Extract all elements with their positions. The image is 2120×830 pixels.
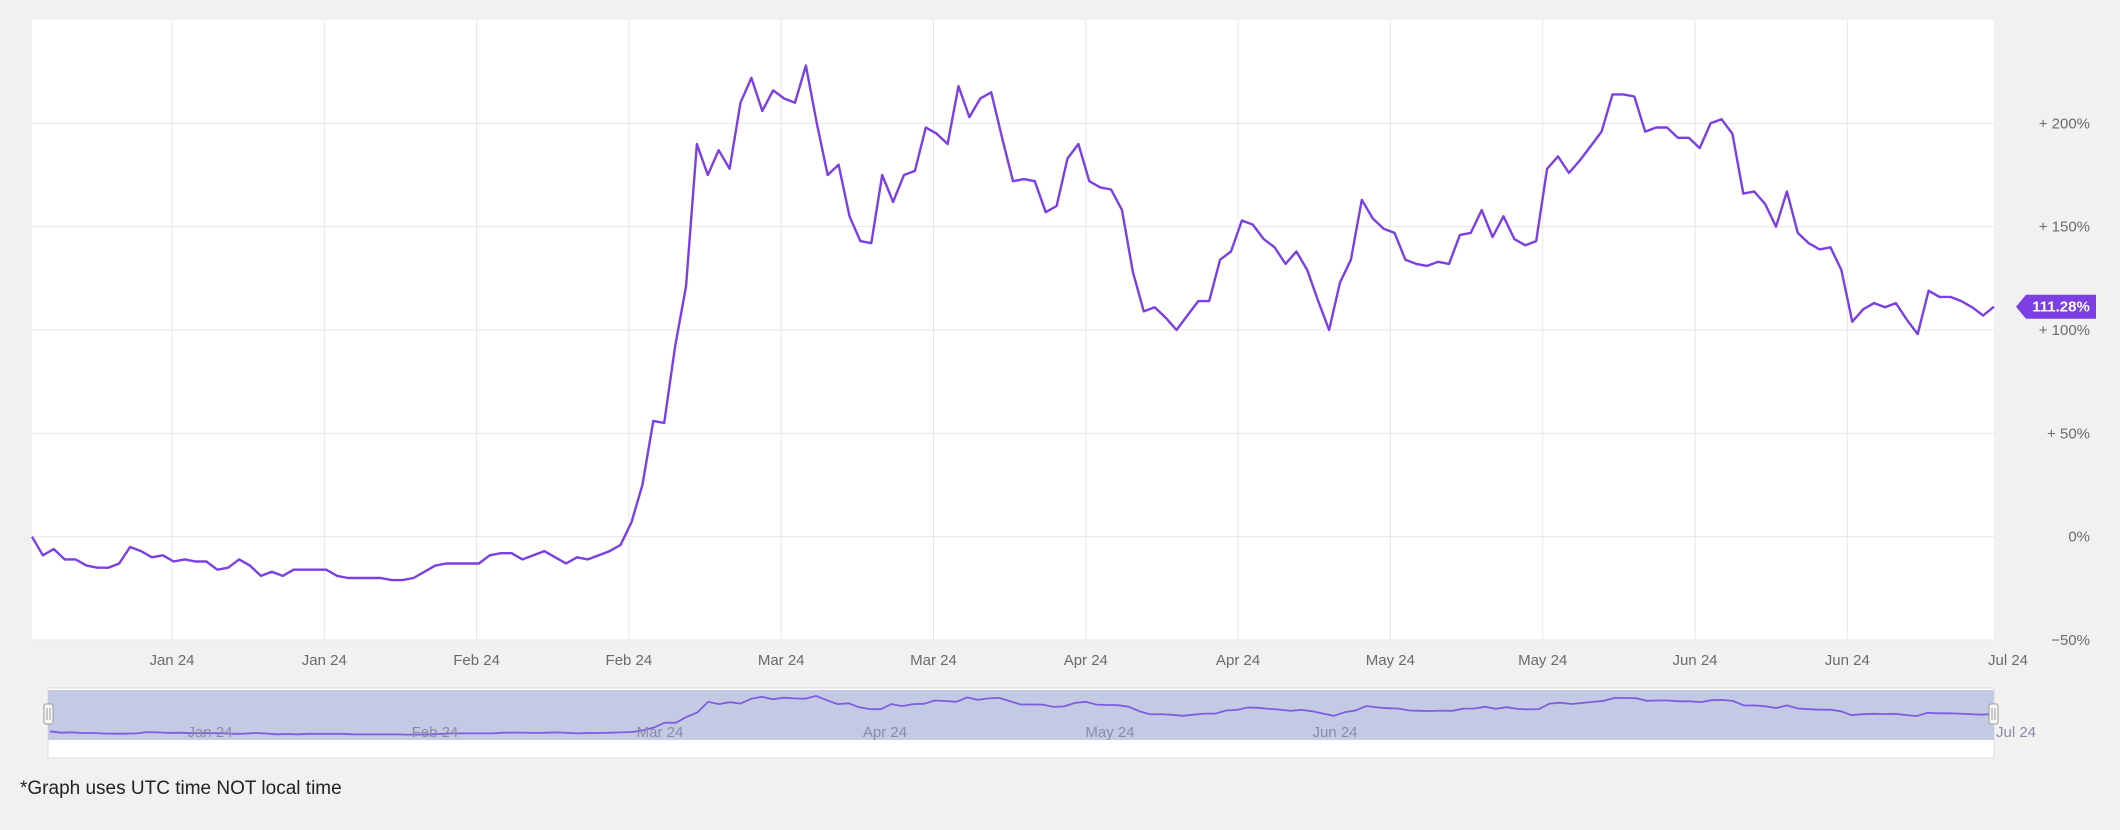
- y-tick-label: 0%: [2068, 529, 2090, 546]
- navigator-x-label: Jun 24: [1312, 724, 1357, 741]
- navigator-x-label: Feb 24: [412, 724, 459, 741]
- y-axis: + 200% + 150% + 100% + 50% 0% −50%: [2039, 115, 2090, 649]
- navigator-x-label: Mar 24: [637, 724, 684, 741]
- x-tick-label: Jan 24: [302, 652, 347, 669]
- navigator-window[interactable]: [48, 690, 1994, 740]
- x-tick-label: May 24: [1366, 652, 1415, 669]
- x-tick-label: May 24: [1518, 652, 1567, 669]
- range-navigator[interactable]: Jan 24 Feb 24 Mar 24 Apr 24 May 24 Jun 24 Jul …: [43, 687, 2036, 759]
- x-tick-label: Jan 24: [149, 652, 194, 669]
- y-tick-label: + 200%: [2039, 115, 2090, 132]
- chart-container: + 200% + 150% + 100% + 50% 0% −50% Jan 24 Jan …: [10, 10, 2110, 820]
- current-value-badge: 111.28%: [2016, 294, 2096, 319]
- x-tick-label: Mar 24: [910, 652, 957, 669]
- y-tick-label: + 150%: [2039, 219, 2090, 236]
- navigator-x-label: Jul 24: [1996, 724, 2036, 741]
- grid: [32, 20, 1994, 641]
- navigator-series-line: [49, 694, 1993, 736]
- x-tick-label: Feb 24: [453, 652, 500, 669]
- utc-time-footnote: *Graph uses UTC time NOT local time: [20, 778, 342, 799]
- x-tick-label: Jun 24: [1825, 652, 1870, 669]
- navigator-x-label: Apr 24: [863, 724, 907, 741]
- navigator-x-label: Jan 24: [187, 724, 232, 741]
- navigator-right-handle[interactable]: [1988, 703, 1999, 725]
- navigator-x-label: May 24: [1085, 724, 1134, 741]
- y-tick-label: + 50%: [2047, 425, 2090, 442]
- navigator-left-handle[interactable]: [43, 703, 54, 725]
- x-tick-label: Mar 24: [758, 652, 805, 669]
- current-value-label: 111.28%: [2032, 299, 2090, 316]
- series-line: [30, 64, 1995, 582]
- y-tick-label: + 100%: [2039, 322, 2090, 339]
- x-tick-label: Jun 24: [1672, 652, 1717, 669]
- x-tick-label: Jul 24: [1988, 652, 2028, 669]
- x-tick-label: Feb 24: [606, 652, 653, 669]
- current-value-badge-shape: [2016, 294, 2096, 319]
- navigator-x-labels: Jan 24 Feb 24 Mar 24 Apr 24 May 24 Jun 24 Jul …: [187, 724, 2036, 741]
- y-tick-label: −50%: [2051, 632, 2090, 649]
- x-tick-label: Apr 24: [1216, 652, 1260, 669]
- x-tick-label: Apr 24: [1064, 652, 1108, 669]
- performance-chart: + 200%+ 150%+ 100%+ 50%0%−50% Jan 24 Jan …: [30, 20, 2096, 759]
- x-axis: Jan 24 Jan 24 Feb 24 Feb 24 Mar 24 Mar 24 Apr …: [149, 652, 2028, 669]
